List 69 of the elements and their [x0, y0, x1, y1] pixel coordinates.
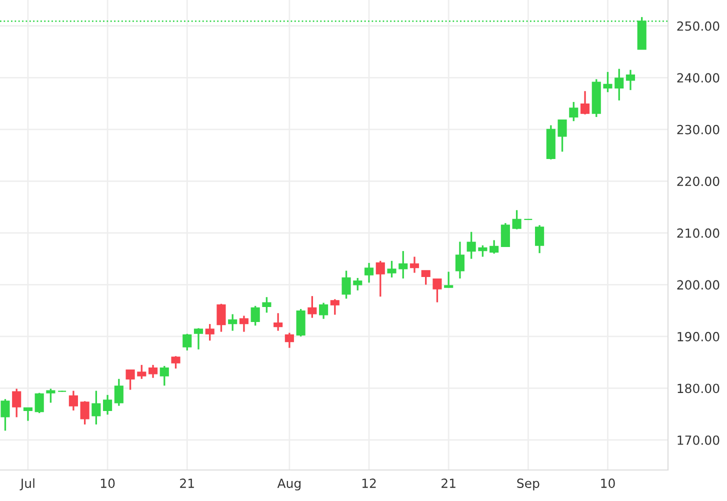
candlestick: [126, 369, 135, 391]
candlestick: [205, 323, 214, 342]
candlestick: [376, 260, 385, 298]
y-tick-label: 220.00: [677, 176, 720, 186]
candlestick: [160, 365, 169, 386]
candlestick: [216, 303, 226, 333]
x-tick-label: 21: [180, 478, 194, 488]
candlestick: [308, 295, 317, 319]
y-tick-label: 250.00: [677, 21, 720, 31]
candlestick: [569, 101, 578, 122]
candlestick: [342, 270, 351, 300]
candlestick: [398, 250, 408, 280]
candlestick: [421, 270, 430, 286]
candlestick: [387, 260, 396, 278]
candlestick: [103, 394, 112, 416]
candlestick: [171, 355, 180, 370]
candlestick: [284, 332, 294, 349]
candlestick: [410, 256, 420, 274]
candlestick: [239, 314, 248, 333]
candlestick: [274, 312, 283, 332]
candlestick: [580, 90, 590, 116]
candlestick: [80, 400, 90, 426]
candlestick: [535, 224, 544, 254]
candlestick: [250, 305, 260, 326]
y-tick-label: 180.00: [678, 384, 720, 394]
candlestick: [330, 298, 340, 316]
candlestick: [0, 398, 10, 432]
candlestick: [148, 364, 158, 379]
candlestick: [614, 68, 624, 102]
x-tick-label: 12: [362, 478, 376, 488]
y-tick-label: 170.00: [678, 435, 720, 445]
candlestick: [228, 313, 238, 332]
candlestick: [603, 71, 612, 93]
candlestick: [23, 407, 32, 422]
candlestick: [500, 222, 510, 248]
x-tick-label: Jul: [20, 478, 34, 490]
y-tick-label: 240.00: [677, 73, 720, 83]
candlestick: [353, 277, 362, 292]
candlestick: [319, 302, 328, 320]
x-tick-label: Sep: [517, 478, 540, 490]
y-tick-label: 230.00: [677, 124, 720, 134]
candlestick: [455, 240, 464, 280]
candlestick: [432, 278, 442, 304]
candlestick: [34, 392, 44, 414]
candlestick: [364, 262, 374, 284]
candlestick: [296, 308, 306, 338]
candlestick: [626, 69, 636, 91]
candlestick: [444, 270, 454, 289]
candlestick: [114, 378, 124, 407]
candlestick: [68, 390, 78, 412]
candlestick: [490, 239, 499, 254]
y-tick-label: 200.00: [677, 280, 720, 290]
candlestick: [558, 119, 567, 152]
x-tick-label: 10: [601, 478, 615, 488]
candlestick: [466, 231, 476, 260]
candlestick: [46, 388, 56, 404]
candlestick: [92, 390, 101, 426]
candlestick: [512, 209, 522, 230]
candlestick: [137, 364, 146, 380]
candlestick: [194, 327, 204, 350]
x-tick-label: 21: [442, 478, 456, 488]
y-tick-label: 210.00: [677, 228, 720, 238]
candlestick: [182, 333, 192, 352]
x-tick-label: Aug: [277, 478, 301, 490]
x-tick-label: 10: [100, 478, 115, 488]
candlestick: [478, 244, 488, 258]
y-tick-label: 190.00: [678, 332, 720, 342]
candlestick: [12, 388, 22, 418]
candlestick: [262, 296, 272, 314]
